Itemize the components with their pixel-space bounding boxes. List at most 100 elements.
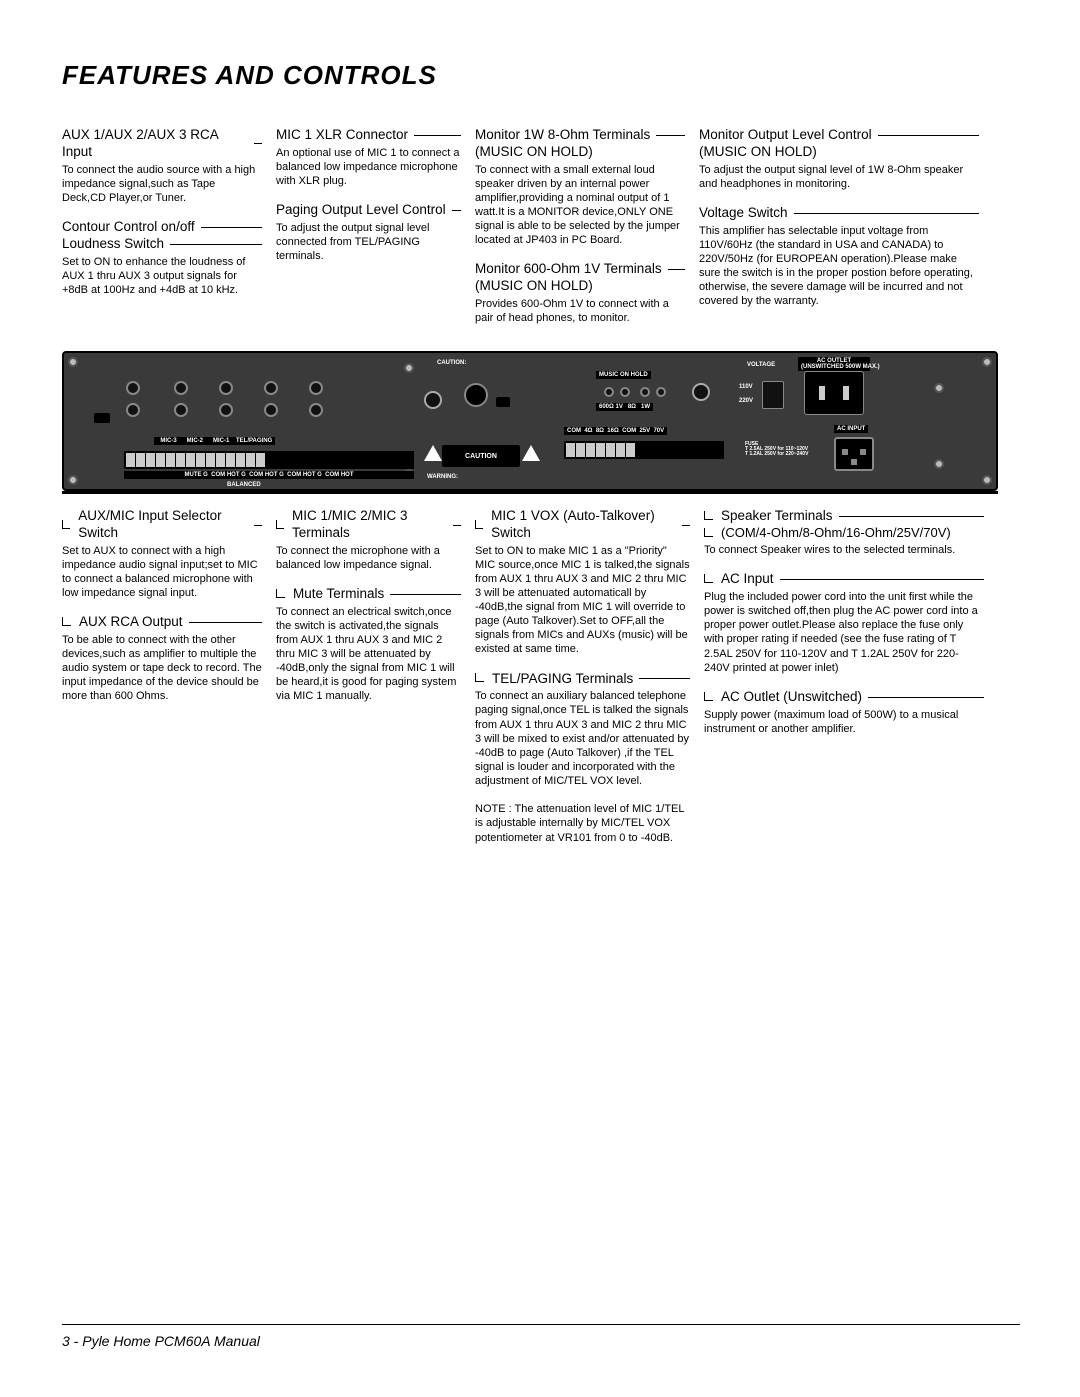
top-col-3: Monitor 1W 8-Ohm Terminals (MUSIC ON HOL… xyxy=(475,127,685,339)
callout-note: NOTE : The attenuation level of MIC 1/TE… xyxy=(475,802,690,845)
callout-title: AUX 1/AUX 2/AUX 3 RCA Input xyxy=(62,127,248,161)
panel-edge xyxy=(62,491,998,494)
amp-rear-panel: CAUTION: MUTE G COM HOT G COM HOT G COM … xyxy=(62,351,998,491)
warning-triangle-icon xyxy=(522,445,540,461)
bottom-col-2: MIC 1/MIC 2/MIC 3 Terminals To connect t… xyxy=(276,508,461,845)
terminal-icon xyxy=(620,387,630,397)
callout-desc: To connect an electrical switch,once the… xyxy=(276,605,461,704)
callout-title: AUX RCA Output xyxy=(79,614,183,631)
moh-sublabel: 600Ω 1V 8Ω 1W xyxy=(596,403,653,411)
rca-jack-icon xyxy=(126,403,140,417)
mic-strip-label: MUTE G COM HOT G COM HOT G COM HOT G COM… xyxy=(124,471,414,479)
knob-icon xyxy=(692,383,710,401)
callout-subtitle: (MUSIC ON HOLD) xyxy=(475,278,593,295)
fuse-label: FUSET 2.5AL 250V for 110~120VT 1.2AL 250… xyxy=(742,441,811,458)
terminal-icon xyxy=(640,387,650,397)
iec-inlet-icon xyxy=(834,437,874,471)
callout-tel-paging: TEL/PAGING Terminals To connect an auxil… xyxy=(475,671,690,788)
rca-jack-icon xyxy=(126,381,140,395)
callout-subtitle: (COM/4-Ohm/8-Ohm/16-Ohm/25V/70V) xyxy=(721,525,951,541)
callout-title: Monitor Output Level Control xyxy=(699,127,872,144)
callout-monitor-1w-8ohm: Monitor 1W 8-Ohm Terminals (MUSIC ON HOL… xyxy=(475,127,685,247)
callout-title: AC Outlet (Unswitched) xyxy=(721,689,862,706)
callout-desc: This amplifier has selectable input volt… xyxy=(699,224,979,308)
terminal-icon xyxy=(604,387,614,397)
ac-outlet-icon xyxy=(804,371,864,415)
mic-terminal-strip xyxy=(124,451,414,469)
callout-title: MIC 1 XLR Connector xyxy=(276,127,408,144)
callouts-top-grid: AUX 1/AUX 2/AUX 3 RCA Input To connect t… xyxy=(62,127,1020,339)
ac-input-label: AC INPUT xyxy=(834,425,868,433)
callout-title: AC Input xyxy=(721,571,774,588)
callout-title: Mute Terminals xyxy=(293,586,384,603)
voltage-220-label: 220V xyxy=(736,397,756,405)
callout-mic-terminals: MIC 1/MIC 2/MIC 3 Terminals To connect t… xyxy=(276,508,461,572)
warning-triangle-icon xyxy=(424,445,442,461)
moh-label: MUSIC ON HOLD xyxy=(596,371,651,379)
voltage-110-label: 110V xyxy=(736,383,756,391)
caution-label: CAUTION: xyxy=(434,359,469,367)
voltage-switch-icon xyxy=(762,381,784,409)
callout-subtitle: (MUSIC ON HOLD) xyxy=(699,144,817,161)
callout-title: MIC 1/MIC 2/MIC 3 Terminals xyxy=(292,508,447,542)
callout-title: AUX/MIC Input Selector Switch xyxy=(78,508,248,542)
caution-box: CAUTION xyxy=(442,445,520,467)
callout-desc: Set to ON to enhance the loudness of AUX… xyxy=(62,255,262,297)
balanced-label: BALANCED xyxy=(224,481,264,489)
callout-monitor-output-level: Monitor Output Level Control (MUSIC ON H… xyxy=(699,127,979,191)
callout-title: MIC 1 VOX (Auto-Talkover) Switch xyxy=(491,508,676,542)
footer-rule xyxy=(62,1324,1020,1325)
screw-icon xyxy=(68,475,78,485)
mic-label: MIC-3 MIC-2 MIC-1 TEL/PAGING xyxy=(154,437,275,445)
bottom-col-1: AUX/MIC Input Selector Switch Set to AUX… xyxy=(62,508,262,845)
callout-desc: Set to AUX to connect with a high impeda… xyxy=(62,544,262,600)
ac-outlet-label: AC OUTLET(UNSWITCHED 500W MAX.) xyxy=(798,357,870,371)
screw-icon xyxy=(934,459,944,469)
switch-icon xyxy=(496,397,510,407)
speaker-label: COM 4Ω 8Ω 16Ω COM 25V 70V xyxy=(564,427,667,435)
callout-title: Contour Control on/off xyxy=(62,219,195,236)
top-col-1: AUX 1/AUX 2/AUX 3 RCA Input To connect t… xyxy=(62,127,262,339)
top-col-2: MIC 1 XLR Connector An optional use of M… xyxy=(276,127,461,339)
speaker-terminal-strip xyxy=(564,441,724,459)
rca-jack-icon xyxy=(264,403,278,417)
callout-desc: To adjust the output signal level connec… xyxy=(276,221,461,263)
bottom-col-3: MIC 1 VOX (Auto-Talkover) Switch Set to … xyxy=(475,508,690,845)
rca-jack-icon xyxy=(309,403,323,417)
callout-desc: To adjust the output signal level of 1W … xyxy=(699,163,979,191)
callout-monitor-600ohm: Monitor 600-Ohm 1V Terminals (MUSIC ON H… xyxy=(475,261,685,325)
xlr-jack-icon xyxy=(464,383,488,407)
callout-desc: To connect the audio source with a high … xyxy=(62,163,262,205)
page-content: FEATURES AND CONTROLS AUX 1/AUX 2/AUX 3 … xyxy=(62,60,1020,845)
callout-contour-control: Contour Control on/off Loudness Switch S… xyxy=(62,219,262,297)
callout-subtitle: (MUSIC ON HOLD) xyxy=(475,144,593,161)
callout-title: Voltage Switch xyxy=(699,205,788,222)
rca-jack-icon xyxy=(264,381,278,395)
callout-desc: To connect with a small external loud sp… xyxy=(475,163,685,247)
callout-desc: Plug the included power cord into the un… xyxy=(704,590,984,674)
callout-desc: To connect an auxiliary balanced telepho… xyxy=(475,689,690,788)
callout-title: Speaker Terminals xyxy=(721,508,833,525)
callout-title: Loudness Switch xyxy=(62,236,164,253)
callout-title: TEL/PAGING Terminals xyxy=(492,671,633,688)
warning-label: WARNING: xyxy=(424,473,461,481)
top-col-4: Monitor Output Level Control (MUSIC ON H… xyxy=(699,127,979,339)
terminal-icon xyxy=(656,387,666,397)
callout-desc: Set to ON to make MIC 1 as a "Priority" … xyxy=(475,544,690,657)
rca-jack-icon xyxy=(174,381,188,395)
callouts-bottom-grid: AUX/MIC Input Selector Switch Set to AUX… xyxy=(62,508,1020,845)
voltage-label: VOLTAGE xyxy=(744,361,778,369)
bottom-col-4: Speaker Terminals (COM/4-Ohm/8-Ohm/16-Oh… xyxy=(704,508,984,845)
callout-mic1-vox: MIC 1 VOX (Auto-Talkover) Switch Set to … xyxy=(475,508,690,656)
footer-text: 3 - Pyle Home PCM60A Manual xyxy=(62,1333,260,1349)
rca-jack-icon xyxy=(219,403,233,417)
callout-desc: To connect Speaker wires to the selected… xyxy=(704,543,984,557)
knob-icon xyxy=(424,391,442,409)
rca-jack-icon xyxy=(219,381,233,395)
callout-voltage-switch: Voltage Switch This amplifier has select… xyxy=(699,205,979,308)
screw-icon xyxy=(982,475,992,485)
callout-desc: Supply power (maximum load of 500W) to a… xyxy=(704,708,984,736)
callout-desc: Provides 600-Ohm 1V to connect with a pa… xyxy=(475,297,685,325)
callout-ac-outlet: AC Outlet (Unswitched) Supply power (max… xyxy=(704,689,984,736)
screw-icon xyxy=(982,357,992,367)
